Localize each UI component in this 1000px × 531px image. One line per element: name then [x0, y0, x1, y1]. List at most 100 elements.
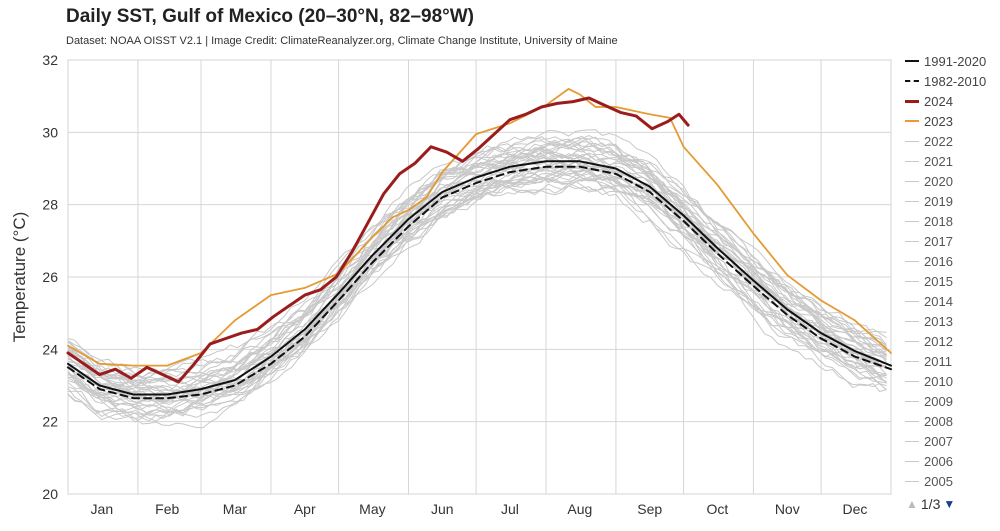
legend-swatch	[905, 60, 919, 62]
legend-swatch	[905, 180, 919, 182]
background-year-line	[67, 139, 887, 386]
legend-item-2013[interactable]: 2013	[905, 311, 1000, 331]
legend-item-2010[interactable]: 2010	[905, 371, 1000, 391]
y-axis-label: Temperature (°C)	[10, 212, 29, 343]
y-tick-label: 32	[42, 52, 58, 68]
background-year-line	[67, 134, 887, 383]
legend-item-1982-2010[interactable]: 1982-2010	[905, 71, 1000, 91]
x-tick-label: Mar	[223, 501, 247, 517]
legend-swatch	[905, 420, 919, 422]
legend-label: 2020	[924, 173, 953, 189]
y-tick-label: 30	[42, 124, 58, 140]
legend-label: 2009	[924, 393, 953, 409]
x-tick-label: Jul	[501, 501, 519, 517]
legend-item-2023[interactable]: 2023	[905, 111, 1000, 131]
legend-swatch	[905, 300, 919, 302]
legend-label: 2005	[924, 473, 953, 489]
x-tick-label: Dec	[842, 501, 867, 517]
legend-swatch	[905, 80, 919, 82]
legend-item-2018[interactable]: 2018	[905, 211, 1000, 231]
legend-label: 2017	[924, 233, 953, 249]
legend-swatch	[905, 260, 919, 262]
legend-item-2020[interactable]: 2020	[905, 171, 1000, 191]
legend-pager: ▲ 1/3 ▼	[906, 496, 955, 512]
x-tick-label: Aug	[567, 501, 592, 517]
background-year-line	[67, 135, 887, 378]
legend-label: 2015	[924, 273, 953, 289]
legend-label: 2008	[924, 413, 953, 429]
x-tick-label: Sep	[637, 501, 662, 517]
legend-label: 2014	[924, 293, 953, 309]
legend-item-2015[interactable]: 2015	[905, 271, 1000, 291]
legend-swatch	[905, 340, 919, 342]
legend-label: 1991-2020	[924, 53, 987, 69]
legend-swatch	[905, 460, 919, 462]
legend-swatch	[905, 160, 919, 162]
background-year-line	[67, 139, 887, 378]
legend: 1991-2020 1982-2010 2024 2023 2022 2021 2020 20…	[905, 51, 1000, 491]
chart-title: Daily SST, Gulf of Mexico (20–30°N, 82–9…	[66, 6, 474, 27]
legend-swatch	[905, 140, 919, 142]
legend-swatch	[905, 280, 919, 282]
legend-label: 2024	[924, 93, 953, 109]
legend-swatch	[905, 400, 919, 402]
background-year-line	[67, 152, 887, 398]
legend-item-2024[interactable]: 2024	[905, 91, 1000, 111]
legend-swatch	[905, 240, 919, 242]
legend-item-2012[interactable]: 2012	[905, 331, 1000, 351]
legend-label: 1982-2010	[924, 73, 987, 89]
legend-item-2017[interactable]: 2017	[905, 231, 1000, 251]
legend-label: 2012	[924, 333, 953, 349]
y-tick-label: 20	[42, 486, 58, 502]
legend-label: 2011	[924, 353, 952, 369]
legend-swatch	[905, 220, 919, 222]
legend-item-2006[interactable]: 2006	[905, 451, 1000, 471]
legend-item-2009[interactable]: 2009	[905, 391, 1000, 411]
legend-label: 2016	[924, 253, 953, 269]
legend-item-2022[interactable]: 2022	[905, 131, 1000, 151]
y-tick-label: 28	[42, 197, 58, 213]
legend-label: 2021	[924, 153, 953, 169]
y-tick-label: 26	[42, 269, 58, 285]
legend-swatch	[905, 120, 919, 122]
triangle-down-icon[interactable]: ▼	[943, 497, 956, 511]
y-tick-label: 24	[42, 341, 58, 357]
legend-swatch	[905, 320, 919, 322]
x-tick-label: Apr	[294, 501, 316, 517]
legend-item-2016[interactable]: 2016	[905, 251, 1000, 271]
legend-label: 2019	[924, 193, 953, 209]
x-tick-label: Feb	[155, 501, 179, 517]
y-tick-label: 22	[42, 414, 58, 430]
legend-swatch	[905, 99, 919, 103]
legend-label: 2010	[924, 373, 953, 389]
legend-swatch	[905, 360, 919, 362]
legend-label: 2018	[924, 213, 953, 229]
legend-item-2005[interactable]: 2005	[905, 471, 1000, 491]
legend-item-2007[interactable]: 2007	[905, 431, 1000, 451]
background-year-line	[67, 135, 887, 379]
legend-item-2021[interactable]: 2021	[905, 151, 1000, 171]
series-line-2023	[67, 88, 892, 367]
legend-label: 2006	[924, 453, 953, 469]
background-year-line	[67, 164, 887, 415]
legend-label: 2022	[924, 133, 953, 149]
series-line-1982-2010	[67, 165, 892, 400]
legend-item-2014[interactable]: 2014	[905, 291, 1000, 311]
legend-item-2019[interactable]: 2019	[905, 191, 1000, 211]
legend-label: 2007	[924, 433, 953, 449]
legend-item-2008[interactable]: 2008	[905, 411, 1000, 431]
legend-item-2011[interactable]: 2011	[905, 351, 1000, 371]
legend-label: 2013	[924, 313, 953, 329]
legend-swatch	[905, 480, 919, 482]
pager-label: 1/3	[920, 496, 941, 512]
series-line-1991-2020	[67, 160, 892, 396]
background-year-line	[67, 136, 887, 375]
legend-swatch	[905, 440, 919, 442]
legend-swatch	[905, 200, 919, 202]
triangle-up-icon[interactable]: ▲	[906, 497, 918, 511]
background-year-line	[67, 129, 887, 397]
x-tick-label: Jun	[431, 501, 454, 517]
legend-item-1991-2020[interactable]: 1991-2020	[905, 51, 1000, 71]
background-year-line	[67, 146, 887, 388]
